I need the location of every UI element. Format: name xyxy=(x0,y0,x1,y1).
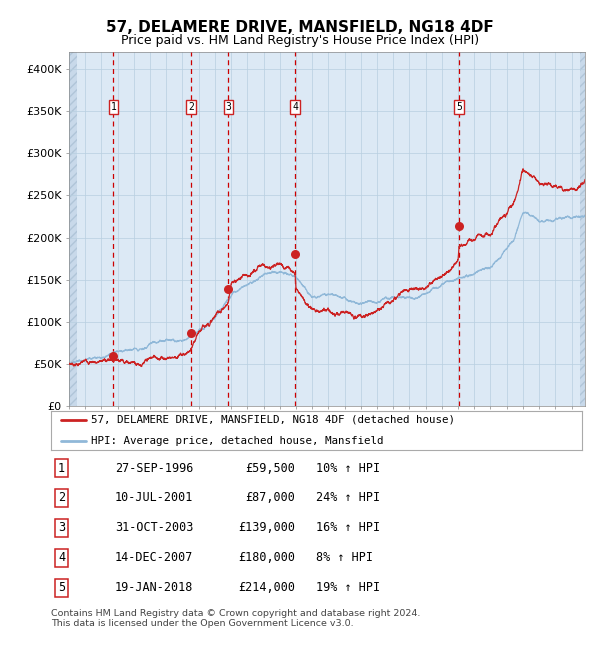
Text: £214,000: £214,000 xyxy=(238,581,295,594)
Text: 3: 3 xyxy=(226,102,231,112)
Text: 14-DEC-2007: 14-DEC-2007 xyxy=(115,551,193,564)
Text: 1: 1 xyxy=(58,462,65,474)
Text: HPI: Average price, detached house, Mansfield: HPI: Average price, detached house, Mans… xyxy=(91,436,383,446)
Text: 8% ↑ HPI: 8% ↑ HPI xyxy=(317,551,373,564)
Text: 27-SEP-1996: 27-SEP-1996 xyxy=(115,462,193,474)
Text: Price paid vs. HM Land Registry's House Price Index (HPI): Price paid vs. HM Land Registry's House … xyxy=(121,34,479,47)
Text: £180,000: £180,000 xyxy=(238,551,295,564)
Text: £59,500: £59,500 xyxy=(245,462,295,474)
Text: 3: 3 xyxy=(58,521,65,534)
Text: 2: 2 xyxy=(58,491,65,504)
Text: 57, DELAMERE DRIVE, MANSFIELD, NG18 4DF (detached house): 57, DELAMERE DRIVE, MANSFIELD, NG18 4DF … xyxy=(91,415,455,424)
Text: £87,000: £87,000 xyxy=(245,491,295,504)
Text: 31-OCT-2003: 31-OCT-2003 xyxy=(115,521,193,534)
Text: 4: 4 xyxy=(58,551,65,564)
Text: 4: 4 xyxy=(292,102,298,112)
Text: 16% ↑ HPI: 16% ↑ HPI xyxy=(317,521,380,534)
Text: 10-JUL-2001: 10-JUL-2001 xyxy=(115,491,193,504)
Text: 1: 1 xyxy=(110,102,116,112)
Text: 24% ↑ HPI: 24% ↑ HPI xyxy=(317,491,380,504)
Text: Contains HM Land Registry data © Crown copyright and database right 2024.
This d: Contains HM Land Registry data © Crown c… xyxy=(51,608,421,628)
Text: £139,000: £139,000 xyxy=(238,521,295,534)
Text: 19-JAN-2018: 19-JAN-2018 xyxy=(115,581,193,594)
Text: 5: 5 xyxy=(58,581,65,594)
Text: 5: 5 xyxy=(456,102,462,112)
Text: 10% ↑ HPI: 10% ↑ HPI xyxy=(317,462,380,474)
Text: 57, DELAMERE DRIVE, MANSFIELD, NG18 4DF: 57, DELAMERE DRIVE, MANSFIELD, NG18 4DF xyxy=(106,20,494,35)
Text: 2: 2 xyxy=(188,102,194,112)
Text: 19% ↑ HPI: 19% ↑ HPI xyxy=(317,581,380,594)
